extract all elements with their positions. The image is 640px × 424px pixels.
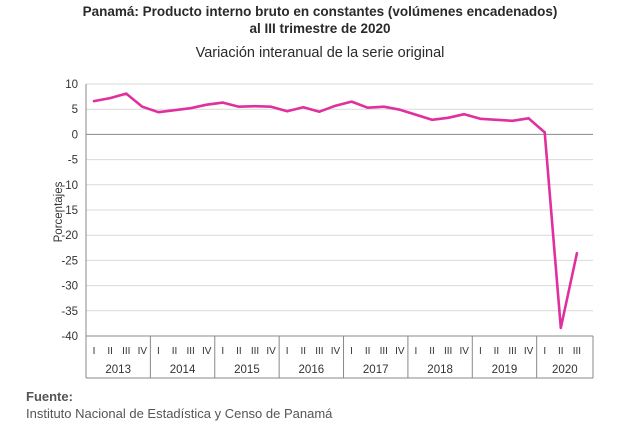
x-tick-label-quarter: I [543,346,546,357]
y-tick-label: -5 [68,155,78,167]
x-tick-label-quarter: II [301,346,307,357]
x-tick-label-quarter: II [494,346,500,357]
x-tick-label-year: 2016 [299,364,325,376]
x-tick-label-quarter: IV [395,346,405,357]
y-tick-label: 5 [72,104,78,116]
source-label: Fuente: [26,389,73,404]
x-tick-label-quarter: III [444,346,452,357]
data-point [495,118,498,121]
y-tick-label: -35 [61,306,78,318]
x-tick-label-quarter: III [186,346,194,357]
x-tick-label-quarter: IV [202,346,212,357]
data-point [253,104,257,108]
data-point [108,96,112,100]
x-tick-label-quarter: IV [266,346,276,357]
y-tick-label: -25 [61,255,78,267]
x-tick-label-quarter: I [286,346,289,357]
series-line-path [92,92,579,330]
x-tick-label-quarter: IV [331,346,341,357]
data-point [398,108,402,111]
series-line [92,92,579,330]
data-point [463,113,466,116]
data-point [430,118,434,121]
data-point [237,105,241,108]
x-tick-label-quarter: II [558,346,564,357]
x-tick-label-year: 2018 [427,364,453,376]
x-tick-label-quarter: I [415,346,418,357]
x-tick-label-quarter: I [479,346,482,357]
data-point [157,111,160,114]
data-point [189,106,192,110]
x-tick-label-year: 2015 [234,364,260,376]
data-point [221,101,225,104]
x-tick-label-year: 2013 [105,364,131,376]
gridlines [86,83,593,337]
x-tick-label-quarter: II [429,346,435,357]
x-tick-label-quarter: IV [138,346,148,357]
data-point [125,92,128,95]
data-point [414,113,418,116]
x-tick-label-quarter: III [122,346,130,357]
x-tick-label-quarter: I [350,346,353,357]
y-axis-label: Porcentajes [53,181,65,242]
x-tick-label-quarter: IV [460,346,470,357]
x-tick-label-year: 2014 [170,364,196,376]
data-point [446,116,450,119]
x-tick-label-quarter: II [365,346,371,357]
data-point [479,117,482,120]
x-tick-label-quarter: II [107,346,113,357]
x-tick-label-year: 2019 [492,364,518,376]
x-tick-label-quarter: III [315,346,323,357]
data-point [350,100,353,103]
chart-title-line-1: Panamá: Producto interno bruto en consta… [82,4,558,19]
x-tick-label-quarter: I [157,346,160,357]
data-point [334,104,337,107]
y-tick-label: -15 [61,205,78,217]
chart-title-line-2: al III trimestre de 2020 [249,21,391,36]
data-point [543,131,546,134]
data-point [575,252,579,255]
y-tick-label: 0 [72,129,78,141]
source-text: Instituto Nacional de Estadística y Cens… [26,406,333,421]
x-tick-label-quarter: II [236,346,242,357]
x-tick-label-year: 2020 [552,364,578,376]
x-tick-label-year: 2017 [363,364,389,376]
x-axis: I II III IV I II III IV I II III IV I II III IV I II III IV… [85,84,594,379]
y-axis-tick-labels: 10 5 0 -5 -10 -15 -20 -25 -30 -35 -40 [61,79,78,343]
data-point [173,109,176,112]
y-tick-label: -20 [61,230,78,242]
y-tick-label: -30 [61,281,78,293]
x-tick-label-quarter: III [380,346,388,357]
data-point [318,110,321,113]
data-point [366,106,369,109]
chart-subtitle: Variación interanual de la serie origina… [195,45,445,61]
y-tick-label: -40 [61,331,78,343]
data-point [285,110,289,113]
x-tick-label-quarter: III [508,346,516,357]
data-point [382,105,385,108]
data-point [559,326,563,330]
data-point [511,119,514,122]
data-point [302,105,305,109]
y-tick-label: -10 [61,180,78,192]
data-point [527,117,530,120]
data-point [141,105,144,108]
x-tick-label-quarter: IV [524,346,534,357]
x-tick-label-quarter: I [221,346,224,357]
x-tick-label-quarter: III [573,346,581,357]
data-point [92,99,96,103]
data-point [269,105,273,108]
data-point [205,103,208,106]
y-tick-label: 10 [65,79,78,91]
x-tick-label-quarter: I [93,346,96,357]
x-tick-label-quarter: II [172,346,178,357]
x-tick-label-quarter: III [251,346,259,357]
